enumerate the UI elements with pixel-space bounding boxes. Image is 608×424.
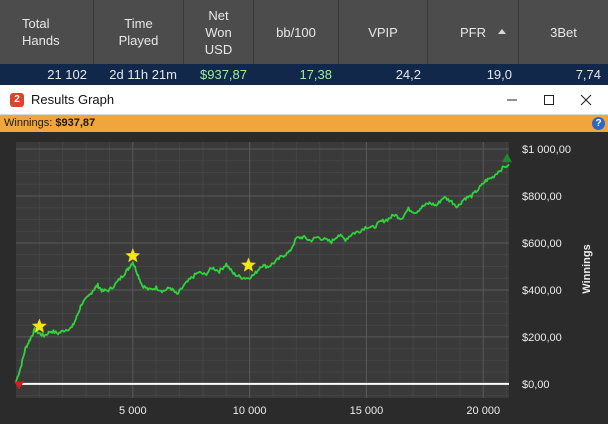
header-label: VPIP (368, 24, 398, 40)
close-icon (580, 94, 592, 106)
cell-bb-per-100: 17,38 (299, 67, 332, 82)
column-header-vpip[interactable]: VPIP (339, 0, 428, 64)
help-icon[interactable]: ? (592, 117, 605, 130)
header-label: bb/100 (276, 24, 316, 40)
cell-vpip: 24,2 (395, 67, 421, 82)
column-header-net-won-usd[interactable]: Net Won USD (184, 0, 254, 64)
header-label: Total (22, 16, 50, 31)
cell-3bet: 7,74 (575, 67, 601, 82)
milestone-star-icon (31, 318, 48, 333)
header-label: PFR (460, 24, 486, 40)
header-label: Time (124, 16, 153, 31)
stats-table-row[interactable]: 21 102 2d 11h 21m $937,87 17,38 24,2 19,… (0, 64, 608, 85)
app-logo-icon: 2 (10, 93, 24, 107)
header-label: Played (118, 33, 159, 48)
column-header-total-hands[interactable]: Total Hands (0, 0, 94, 64)
winnings-summary-bar: Winnings: $937,87 ? (0, 115, 608, 132)
y-tick-label: $600,00 (522, 238, 562, 250)
milestone-star-icon (240, 257, 257, 272)
cell-time-played: 2d 11h 21m (109, 67, 177, 82)
winnings-label: Winnings: (4, 117, 53, 129)
winnings-series-line (15, 163, 510, 382)
stats-table-header: Total Hands Time Played Net Won USD bb/100 V… (0, 0, 608, 64)
x-tick-label: 10 000 (233, 405, 267, 417)
header-label: Won (205, 24, 232, 40)
column-header-3bet[interactable]: 3Bet (519, 0, 608, 64)
y-tick-label: $200,00 (522, 332, 562, 344)
results-graph-titlebar[interactable]: 2 Results Graph (0, 85, 608, 115)
minimize-icon (507, 99, 517, 101)
cell-total-hands: 21 102 (47, 67, 87, 82)
x-tick-label: 5 000 (119, 405, 147, 417)
results-chart: 5 000 10 000 15 000 20 000 $0,00 $200,00 $400,… (14, 142, 593, 417)
column-header-time-played[interactable]: Time Played (94, 0, 184, 64)
y-axis-label: Winnings (581, 244, 593, 293)
header-label: Net (208, 7, 229, 23)
end-marker-icon (502, 153, 512, 163)
close-button[interactable] (568, 85, 604, 114)
y-tick-label: $400,00 (522, 285, 562, 297)
minimize-button[interactable] (494, 85, 530, 114)
y-tick-label: $1 000,00 (522, 144, 571, 156)
x-tick-label: 15 000 (350, 405, 384, 417)
cell-pfr: 19,0 (486, 67, 512, 82)
header-label: USD (204, 41, 233, 57)
column-header-bb-per-100[interactable]: bb/100 (254, 0, 339, 64)
sort-ascending-icon (498, 29, 506, 34)
y-tick-label: $0,00 (522, 379, 550, 391)
column-header-pfr[interactable]: PFR (428, 0, 519, 64)
header-label: Hands (22, 33, 60, 48)
results-graph[interactable]: 5 000 10 000 15 000 20 000 $0,00 $200,00 $400,… (0, 132, 608, 424)
maximize-icon (544, 95, 554, 105)
x-tick-label: 20 000 (466, 405, 500, 417)
header-label: 3Bet (550, 24, 577, 40)
start-marker-icon (14, 381, 24, 390)
window-title: Results Graph (31, 92, 115, 107)
milestone-star-icon (125, 247, 141, 263)
maximize-button[interactable] (531, 85, 567, 114)
winnings-value: $937,87 (55, 117, 96, 129)
y-tick-label: $800,00 (522, 191, 562, 203)
plot-background (16, 142, 509, 398)
cell-net-won-usd: $937,87 (200, 67, 247, 82)
